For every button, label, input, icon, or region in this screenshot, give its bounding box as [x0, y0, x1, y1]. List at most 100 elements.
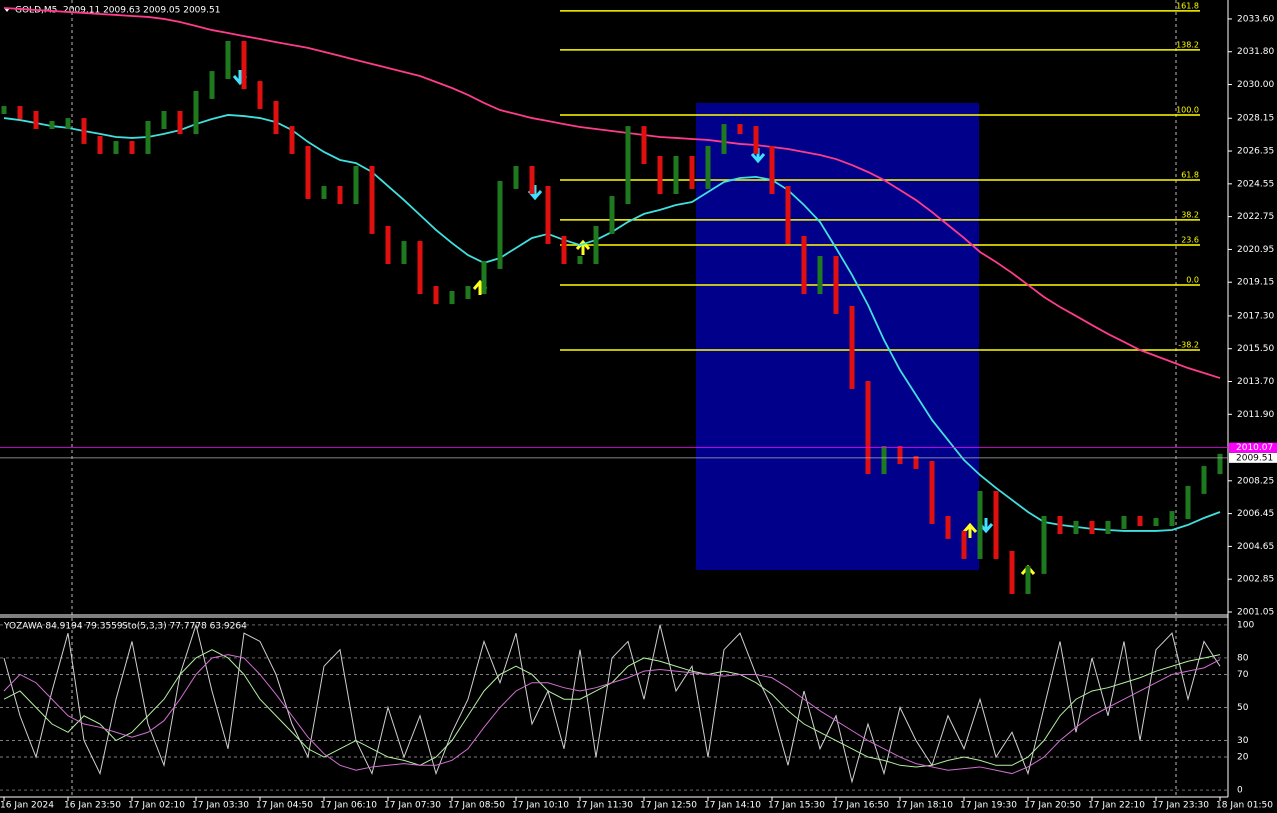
- price-bar: [449, 290, 455, 305]
- fib-label: 161.8: [1176, 1, 1199, 10]
- price-bar: [321, 186, 327, 199]
- x-tick-label: 17 Jan 16:50: [832, 801, 889, 811]
- price-bar: [705, 145, 711, 189]
- price-bar: [817, 255, 823, 295]
- price-bar: [353, 165, 359, 205]
- price-bar: [1169, 511, 1175, 526]
- price-bar: [881, 446, 887, 475]
- price-tag: [1229, 452, 1277, 463]
- y-tick-label: 50: [1237, 703, 1249, 713]
- price-bar: [241, 41, 247, 90]
- price-bar: [65, 118, 71, 129]
- price-bar: [113, 141, 119, 154]
- x-tick-label: 17 Jan 07:30: [384, 801, 441, 811]
- price-bar: [497, 180, 503, 269]
- y-tick-label: 2011.90: [1237, 410, 1274, 420]
- x-tick-label: 17 Jan 18:10: [896, 801, 953, 811]
- price-bar: [577, 255, 583, 264]
- price-bar: [129, 141, 135, 154]
- price-bar: [289, 126, 295, 154]
- price-bar: [81, 118, 87, 144]
- price-tag: [1229, 442, 1277, 453]
- y-tick-label: 2019.15: [1237, 278, 1274, 288]
- y-tick-label: 2008.25: [1237, 476, 1274, 486]
- price-bar: [769, 145, 775, 195]
- price-bar: [833, 255, 839, 314]
- y-tick-label: 2017.30: [1237, 311, 1274, 321]
- buy-arrow: [962, 522, 978, 538]
- price-bar: [897, 446, 903, 465]
- oscillator-line: [3, 654, 1221, 775]
- price-bar: [609, 196, 615, 234]
- price-bar: [1089, 520, 1095, 535]
- price-bar: [1041, 515, 1047, 574]
- price-bar: [33, 110, 39, 129]
- x-tick-label: 17 Jan 04:50: [256, 801, 313, 811]
- price-bar: [49, 120, 55, 129]
- price-bar: [465, 286, 471, 299]
- price-bar: [929, 460, 935, 524]
- x-tick-label: 17 Jan 19:30: [960, 801, 1017, 811]
- price-bar: [305, 145, 311, 199]
- price-tag-label: 2009.51: [1236, 453, 1273, 463]
- price-bar: [529, 165, 535, 195]
- y-tick-label: 2015.50: [1237, 344, 1274, 354]
- price-bar: [865, 380, 871, 475]
- x-tick-label: 17 Jan 22:10: [1088, 801, 1145, 811]
- y-tick-label: 2013.70: [1237, 377, 1274, 387]
- x-tick-label: 17 Jan 23:30: [1152, 801, 1209, 811]
- x-tick-label: 17 Jan 08:50: [448, 801, 505, 811]
- price-bar: [913, 456, 919, 469]
- price-bar: [1121, 515, 1127, 529]
- y-tick-label: 100: [1237, 620, 1254, 630]
- price-bar: [673, 155, 679, 195]
- price-bar: [1185, 485, 1191, 520]
- price-bar: [209, 71, 215, 99]
- x-tick-label: 16 Jan 2024: [0, 801, 54, 811]
- x-tick-label: 17 Jan 15:30: [768, 801, 825, 811]
- y-tick-label: 70: [1237, 670, 1249, 680]
- fib-label: 61.8: [1181, 171, 1199, 180]
- indicator-title: Sto(5,3,3) 77.7778 63.9264: [122, 622, 247, 632]
- price-bar: [417, 241, 423, 295]
- y-tick-label: 30: [1237, 736, 1249, 746]
- y-tick-label: 2001.05: [1237, 607, 1274, 617]
- oscillator-line: [3, 623, 1221, 784]
- highlight-zone: [696, 103, 979, 570]
- y-tick-label: 2031.80: [1237, 47, 1274, 57]
- price-bar: [849, 305, 855, 389]
- quote: 2009.11 2009.63 2009.05 2009.51: [63, 6, 220, 16]
- price-bar: [1057, 515, 1063, 535]
- price-bar: [177, 110, 183, 135]
- price-bar: [689, 155, 695, 189]
- x-tick-label: 17 Jan 14:10: [704, 801, 761, 811]
- price-bar: [97, 135, 103, 154]
- price-bar: [1217, 453, 1223, 475]
- fib-label: 0.0: [1186, 275, 1199, 284]
- price-bar: [481, 260, 487, 295]
- price-bar: [977, 491, 983, 559]
- price-bar: [257, 81, 263, 109]
- price-bar: [1137, 515, 1143, 526]
- y-tick-label: 2004.65: [1237, 542, 1274, 552]
- x-tick-label: 17 Jan 11:30: [576, 801, 633, 811]
- price-bar: [545, 186, 551, 244]
- price-bar: [385, 225, 391, 264]
- y-tick-label: 2024.55: [1237, 179, 1274, 189]
- price-bar: [801, 235, 807, 295]
- x-tick-label: 17 Jan 02:10: [128, 801, 185, 811]
- price-bar: [273, 100, 279, 135]
- price-bar: [785, 186, 791, 244]
- price-bar: [433, 286, 439, 305]
- price-bar: [225, 41, 231, 80]
- x-tick-label: 17 Jan 06:10: [320, 801, 377, 811]
- price-bar: [737, 124, 743, 135]
- x-tick-label: 17 Jan 20:50: [1024, 801, 1081, 811]
- y-tick-label: 2028.15: [1237, 114, 1274, 124]
- x-tick-label: 18 Jan 01:50: [1216, 801, 1273, 811]
- price-bar: [369, 165, 375, 234]
- price-bar: [513, 165, 519, 189]
- indicator-title: YOZAWA 84.9194 79.3559: [3, 622, 123, 632]
